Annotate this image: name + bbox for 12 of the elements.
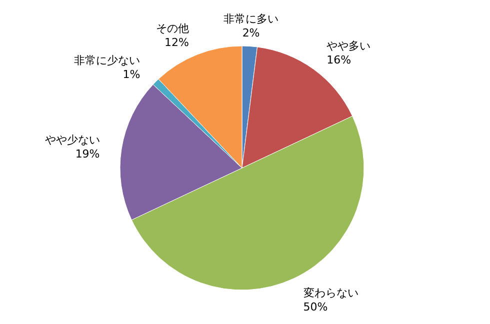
data-label: 1% [122, 68, 140, 82]
slice-label: 非常に少ない [74, 54, 140, 68]
data-label: 50% [303, 300, 328, 314]
slice-label: その他 [156, 22, 189, 36]
slice-label: やや多い [326, 40, 371, 52]
data-label: 19% [75, 147, 100, 160]
data-label: 2% [242, 26, 260, 40]
slice-label: 非常に多い [224, 12, 279, 26]
slice-label: 変わらない [303, 286, 358, 300]
slice-label: やや少ない [44, 133, 100, 146]
data-label: 12% [164, 36, 189, 50]
data-label: 16% [326, 54, 352, 66]
